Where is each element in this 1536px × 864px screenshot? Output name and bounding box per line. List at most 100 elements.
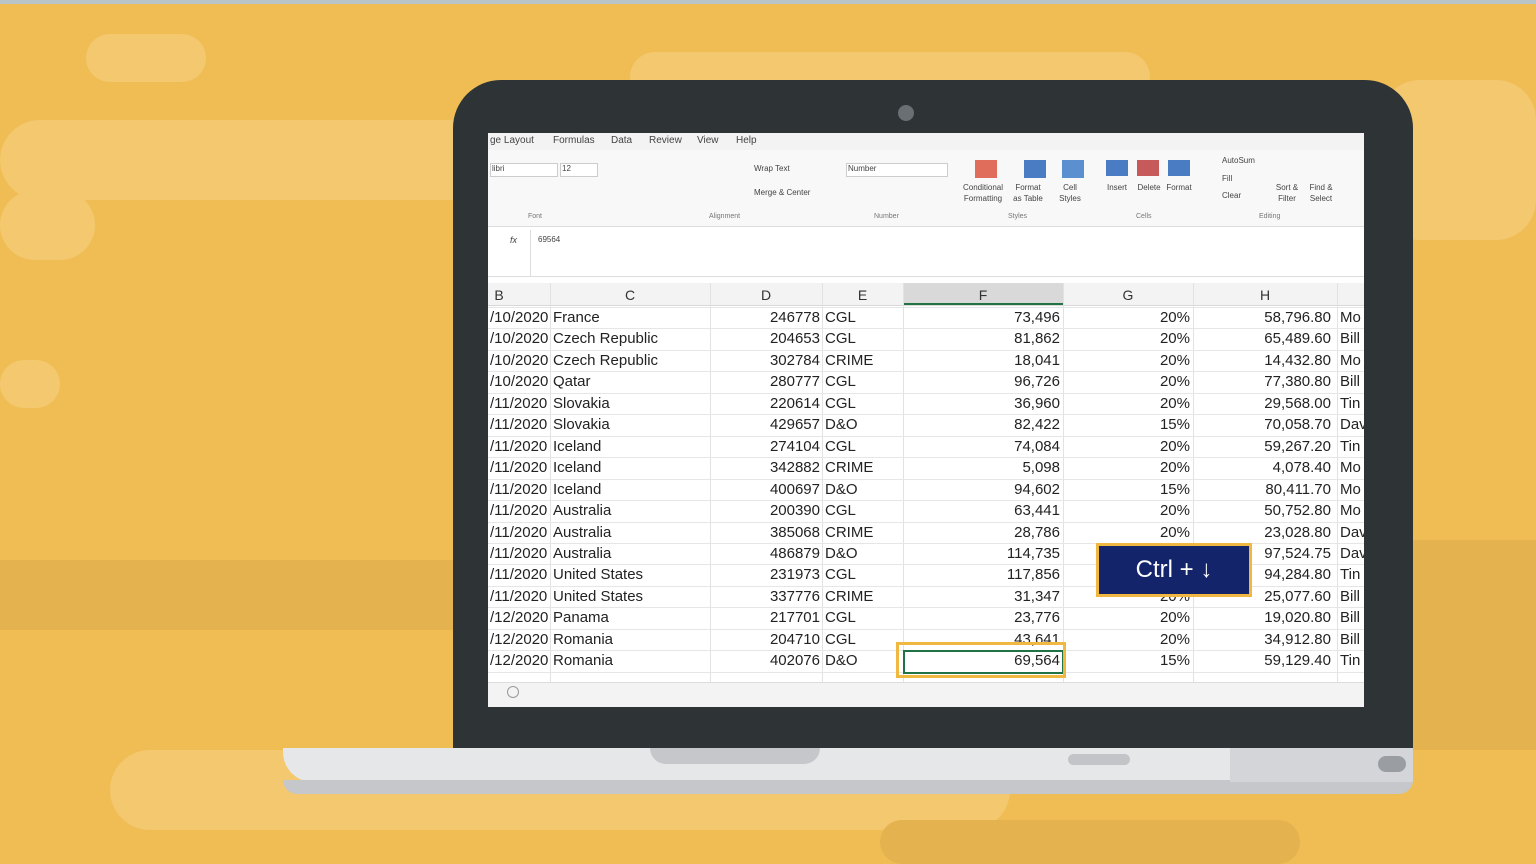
column-header[interactable]: F	[978, 287, 988, 303]
cell[interactable]: Tin	[1340, 394, 1361, 412]
cell[interactable]: 97,524.75	[1264, 544, 1331, 562]
ribbon-tab[interactable]: View	[697, 135, 719, 146]
cell[interactable]: CGL	[825, 630, 856, 648]
column-header[interactable]: H	[1259, 287, 1271, 303]
cell[interactable]: 246778	[769, 309, 820, 326]
cell[interactable]: 59,129.40	[1264, 652, 1331, 670]
ribbon-tab[interactable]: Data	[611, 135, 633, 146]
cell[interactable]: CRIME	[825, 351, 874, 369]
cell[interactable]: CGL	[825, 566, 856, 584]
ribbon-button[interactable]: Merge & Center	[754, 188, 811, 197]
cell[interactable]: /10/2020	[490, 351, 549, 369]
cell[interactable]: 217701	[769, 609, 820, 627]
cell[interactable]: 15%	[1159, 416, 1190, 434]
cell[interactable]: Romania	[553, 652, 614, 670]
cell[interactable]: 28,786	[1014, 523, 1060, 541]
cell[interactable]: 59,267.20	[1264, 437, 1331, 455]
cell[interactable]: 20%	[1159, 309, 1190, 326]
cell[interactable]: CGL	[825, 437, 856, 455]
column-header[interactable]: C	[624, 287, 636, 303]
cell[interactable]: Bill	[1340, 609, 1361, 627]
cell[interactable]: 29,568.00	[1264, 394, 1331, 412]
cell[interactable]: 50,752.80	[1264, 502, 1331, 520]
cell[interactable]: 4,078.40	[1272, 459, 1331, 477]
ribbon-button[interactable]: AutoSum	[1222, 156, 1255, 165]
cell[interactable]: /10/2020	[490, 309, 549, 326]
cell[interactable]: 20%	[1159, 394, 1190, 412]
cell[interactable]: 337776	[769, 587, 820, 605]
ribbon-button[interactable]: Delete	[1137, 183, 1161, 192]
cell[interactable]: 20%	[1159, 630, 1190, 648]
ribbon-button[interactable]: Cell Styles	[1059, 183, 1081, 203]
cell[interactable]: Mo	[1340, 502, 1361, 520]
cell[interactable]: /12/2020	[490, 609, 549, 627]
ribbon-button[interactable]: libri	[492, 164, 505, 173]
cell[interactable]: 302784	[769, 351, 820, 369]
cell[interactable]: Czech Republic	[553, 330, 659, 348]
cell[interactable]: CGL	[825, 330, 856, 348]
cell[interactable]: 70,058.70	[1264, 416, 1331, 434]
cell[interactable]: 81,862	[1014, 330, 1060, 348]
cell[interactable]: CGL	[825, 373, 856, 391]
ribbon-button[interactable]: Find & Select	[1309, 183, 1333, 203]
cell[interactable]: 77,380.80	[1264, 373, 1331, 391]
cell[interactable]: CGL	[825, 394, 856, 412]
cell[interactable]: 31,347	[1014, 587, 1060, 605]
cell[interactable]: Australia	[553, 544, 612, 562]
cell[interactable]: Dav	[1340, 544, 1364, 562]
cell[interactable]: Tin	[1340, 652, 1361, 670]
ribbon-button[interactable]: Wrap Text	[754, 164, 790, 173]
cell[interactable]: 385068	[769, 523, 820, 541]
cell[interactable]: Bill	[1340, 330, 1361, 348]
cell[interactable]: Slovakia	[553, 416, 610, 434]
cell[interactable]: United States	[553, 566, 644, 584]
cell[interactable]: Mo	[1340, 351, 1361, 369]
cell[interactable]: 65,489.60	[1264, 330, 1331, 348]
cell[interactable]: 63,441	[1014, 502, 1060, 520]
cell[interactable]: /11/2020	[490, 394, 548, 412]
cell[interactable]: /12/2020	[490, 652, 549, 670]
cell[interactable]: 204710	[769, 630, 820, 648]
cell[interactable]: 204653	[769, 330, 820, 348]
cell[interactable]: 34,912.80	[1264, 630, 1331, 648]
cell[interactable]: 231973	[769, 566, 820, 584]
cell[interactable]: Qatar	[553, 373, 591, 391]
cell[interactable]: 20%	[1159, 437, 1190, 455]
ribbon-button[interactable]: Insert	[1106, 183, 1127, 192]
cell[interactable]: Australia	[553, 502, 612, 520]
cell[interactable]: 20%	[1159, 609, 1190, 627]
cell[interactable]: 20%	[1159, 351, 1190, 369]
cell[interactable]: /11/2020	[490, 523, 548, 541]
cell[interactable]: United States	[553, 587, 644, 605]
cell[interactable]: Tin	[1340, 566, 1361, 584]
column-header[interactable]: B	[494, 287, 504, 303]
cell[interactable]: 96,726	[1014, 373, 1060, 391]
cell[interactable]: 20%	[1159, 330, 1190, 348]
column-header[interactable]: G	[1122, 287, 1134, 303]
cell[interactable]: 94,284.80	[1264, 566, 1331, 584]
cell[interactable]: 36,960	[1014, 394, 1060, 412]
cell[interactable]: CGL	[825, 309, 856, 326]
cell[interactable]: 18,041	[1014, 351, 1060, 369]
cell[interactable]: /10/2020	[490, 373, 549, 391]
cell[interactable]: 94,602	[1014, 480, 1060, 498]
cell[interactable]: D&O	[825, 416, 858, 434]
size-box[interactable]	[560, 163, 598, 177]
cell[interactable]: Iceland	[553, 437, 602, 455]
cell[interactable]: 20%	[1159, 523, 1190, 541]
ribbon-button[interactable]: Format as Table	[1013, 183, 1043, 203]
cell[interactable]: 20%	[1159, 459, 1190, 477]
cell[interactable]: 82,422	[1014, 416, 1060, 434]
ribbon-button[interactable]: 12	[562, 164, 571, 173]
number-box[interactable]	[846, 163, 948, 177]
ribbon-tab[interactable]: ge Layout	[490, 135, 534, 146]
cell[interactable]: Iceland	[553, 459, 602, 477]
cell[interactable]: 23,028.80	[1264, 523, 1331, 541]
cell[interactable]: Bill	[1340, 630, 1361, 648]
cell[interactable]: Slovakia	[553, 394, 610, 412]
ribbon-button[interactable]: Format	[1166, 183, 1192, 192]
cell[interactable]: /11/2020	[490, 502, 548, 520]
cell[interactable]: 400697	[769, 480, 820, 498]
cell[interactable]: /10/2020	[490, 330, 549, 348]
formula-content[interactable]: 69564	[538, 235, 561, 244]
